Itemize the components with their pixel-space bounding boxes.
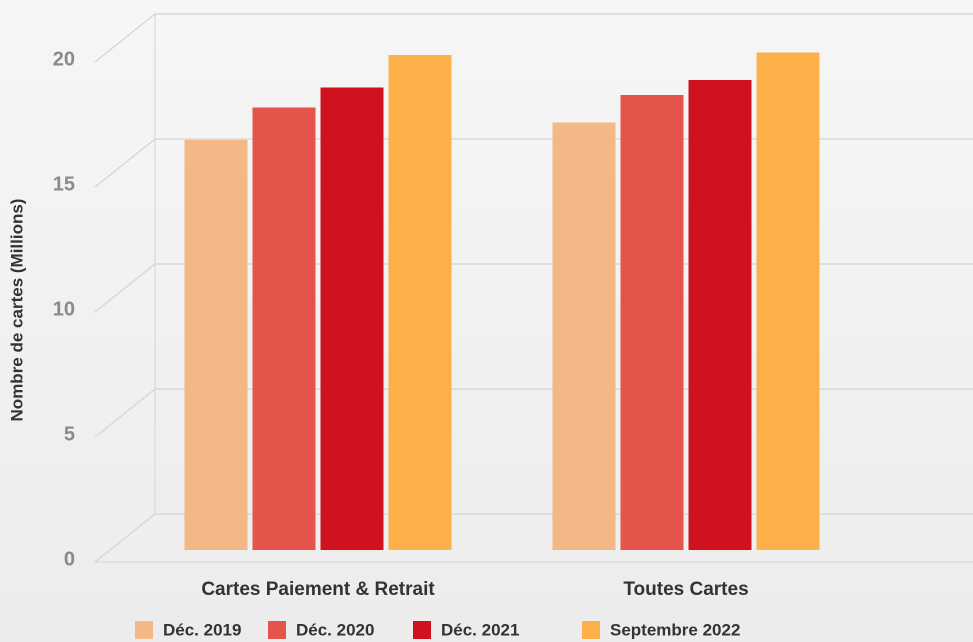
x-tick-label: Toutes Cartes bbox=[623, 579, 748, 600]
y-tick-label: 0 bbox=[64, 548, 75, 570]
bar bbox=[552, 122, 616, 550]
bar bbox=[756, 52, 820, 550]
y-tick-label: 10 bbox=[53, 298, 75, 320]
bar bbox=[388, 55, 452, 550]
legend-label: Septembre 2022 bbox=[610, 620, 740, 639]
bar bbox=[620, 95, 684, 550]
legend-swatch bbox=[582, 621, 600, 639]
x-tick-label: Cartes Paiement & Retrait bbox=[201, 579, 435, 600]
bar bbox=[252, 107, 316, 550]
legend-label: Déc. 2019 bbox=[163, 620, 241, 639]
legend-label: Déc. 2021 bbox=[441, 620, 519, 639]
y-tick-label: 15 bbox=[53, 173, 75, 195]
legend-swatch bbox=[413, 621, 431, 639]
bar bbox=[320, 87, 384, 550]
y-tick-label: 20 bbox=[53, 48, 75, 70]
y-tick-label: 5 bbox=[64, 423, 75, 445]
legend-swatch bbox=[268, 621, 286, 639]
legend-swatch bbox=[135, 621, 153, 639]
bar bbox=[688, 80, 752, 550]
bar bbox=[184, 140, 248, 550]
grid-line bbox=[94, 13, 973, 63]
legend-label: Déc. 2020 bbox=[296, 620, 374, 639]
y-axis-label: Nombre de cartes (Millions) bbox=[7, 199, 26, 422]
